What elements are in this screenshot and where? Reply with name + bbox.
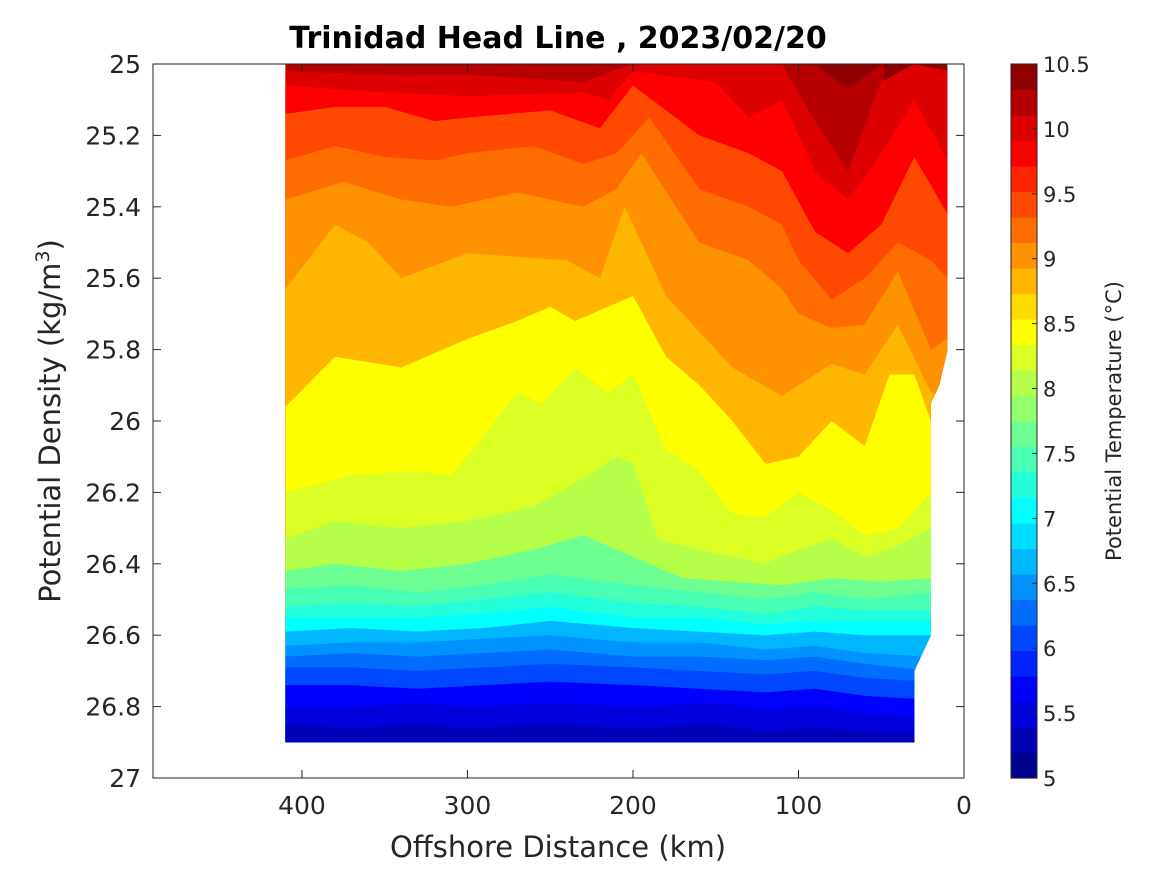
colorbar-tick-label: 5 (1043, 767, 1056, 791)
y-tick-label: 26.6 (85, 621, 141, 650)
colorbar-swatch (1011, 64, 1037, 91)
y-tick-label: 26.4 (85, 550, 141, 579)
contour-fill-layer (285, 64, 948, 743)
colorbar-swatch (1011, 166, 1037, 193)
colorbar-tick-label: 8 (1043, 378, 1056, 402)
colorbar-swatch (1011, 191, 1037, 218)
colorbar-swatch (1011, 701, 1037, 728)
colorbar-tick-label: 9 (1043, 248, 1056, 272)
colorbar-swatch (1011, 650, 1037, 677)
colorbar-tick-label: 7 (1043, 507, 1056, 531)
y-tick-label: 26 (109, 407, 141, 436)
colorbar-swatch (1011, 752, 1037, 779)
colorbar-swatch (1011, 446, 1037, 473)
colorbar-swatch (1011, 395, 1037, 422)
x-tick-label: 100 (775, 791, 823, 820)
colorbar-tick-label: 10 (1043, 118, 1070, 142)
colorbar-tick-label: 6.5 (1043, 572, 1076, 596)
y-tick-label: 25.4 (85, 193, 141, 222)
colorbar-tick-label: 5.5 (1043, 702, 1076, 726)
colorbar-swatch (1011, 625, 1037, 652)
colorbar-tick-label: 8.5 (1043, 313, 1076, 337)
y-tick-label: 27 (109, 764, 141, 793)
colorbar-swatch (1011, 523, 1037, 550)
colorbar-tick-label: 7.5 (1043, 442, 1076, 466)
colorbar-swatch (1011, 548, 1037, 575)
colorbar-tick-label: 10.5 (1043, 53, 1090, 77)
colorbar-swatch (1011, 574, 1037, 601)
colorbar-swatch (1011, 242, 1037, 269)
chart-title: Trinidad Head Line , 2023/02/20 (289, 21, 826, 56)
y-tick-label: 25.2 (85, 121, 141, 150)
colorbar-swatch (1011, 140, 1037, 167)
colorbar-swatch (1011, 89, 1037, 116)
colorbar-frame (1010, 63, 1038, 779)
colorbar-swatch (1011, 676, 1037, 703)
y-axis-label-main: Potential Density (kg/m (33, 263, 67, 603)
colorbar-swatch (1011, 727, 1037, 754)
colorbar-swatch (1011, 599, 1037, 626)
y-tick-label: 26.8 (85, 693, 141, 722)
colorbar-swatch (1011, 293, 1037, 320)
colorbar-swatch (1011, 268, 1037, 295)
x-tick-label: 300 (444, 791, 492, 820)
colorbar-swatch (1011, 370, 1037, 397)
colorbar-label: Potential Temperature (°C) (1102, 281, 1126, 561)
x-tick-label: 0 (956, 791, 972, 820)
colorbar-ticks: 5 5.5 6 6.5 7 7.5 8 8.5 9 9.5 10 10.5 (1032, 53, 1090, 791)
y-axis: 25 25.2 25.4 25.6 25.8 26 26.2 26.4 26.6 26.8 27 (85, 50, 964, 793)
colorbar-swatch (1011, 115, 1037, 142)
y-axis-label-superscript: 3 (32, 250, 54, 262)
y-tick-label: 26.2 (85, 478, 141, 507)
y-tick-label: 25 (109, 50, 141, 79)
colorbar-swatch (1011, 217, 1037, 244)
colorbar-swatch (1011, 421, 1037, 448)
colorbar-swatch (1011, 319, 1037, 346)
colorbar (1010, 63, 1038, 779)
colorbar-swatch (1011, 344, 1037, 371)
colorbar-swatch (1011, 497, 1037, 524)
x-tick-label: 400 (278, 791, 326, 820)
x-axis: 400 300 200 100 0 (278, 64, 972, 820)
colorbar-swatch (1011, 472, 1037, 499)
contour-band (285, 724, 934, 743)
y-axis-label-suffix: ) (33, 239, 67, 250)
y-tick-label: 25.6 (85, 264, 141, 293)
y-tick-label: 25.8 (85, 336, 141, 365)
x-axis-label: Offshore Distance (km) (390, 830, 726, 864)
x-tick-label: 200 (609, 791, 657, 820)
y-axis-label: Potential Density (kg/m3) (32, 239, 67, 603)
colorbar-tick-label: 6 (1043, 637, 1056, 661)
colorbar-tick-label: 9.5 (1043, 183, 1076, 207)
